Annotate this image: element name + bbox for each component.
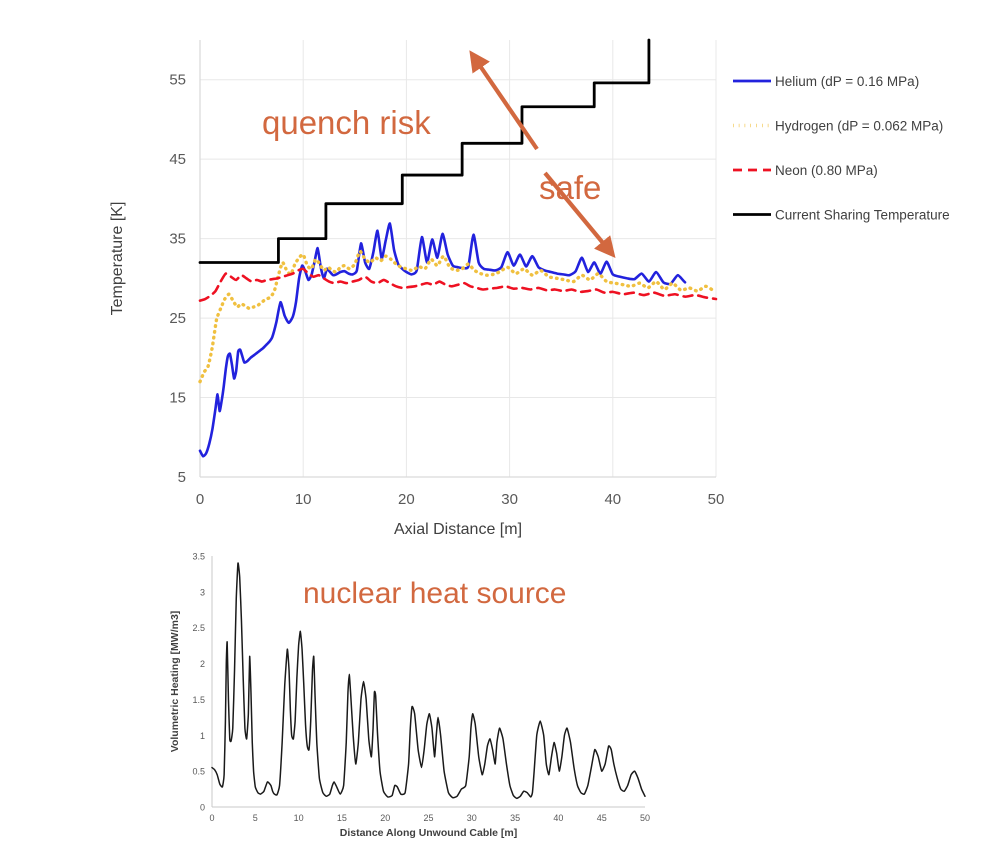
x-axis-tick-label: 10 (294, 813, 304, 823)
x-axis-tick-label: 0 (196, 491, 204, 508)
x-axis-tick-label: 30 (501, 491, 518, 508)
x-axis-title: Axial Distance [m] (394, 521, 522, 538)
temperature-chart: 5 15 25 35 45 55 0 10 20 30 40 50 Axial Distance [m]… (109, 38, 950, 538)
x-axis-tick-label: 15 (337, 813, 347, 823)
annotation-nuclear-heat-source: nuclear heat source (303, 577, 567, 610)
x-axis-title: Distance Along Unwound Cable [m] (340, 827, 518, 839)
legend-label-1: Hydrogen (dP = 0.062 MPa) (775, 119, 943, 134)
x-axis-tick-label: 10 (295, 491, 312, 508)
x-axis-tick-label: 50 (640, 813, 650, 823)
y-axis-tick-label: 0.5 (192, 767, 205, 777)
y-axis-tick-label: 15 (169, 390, 186, 407)
x-axis-tick-label: 30 (467, 813, 477, 823)
annotation-layer: quench risk safe nuclear heat source (262, 50, 616, 610)
annotation-quench-risk: quench risk (262, 104, 431, 141)
y-axis-tick-label: 5 (178, 469, 186, 486)
x-axis-tick-label: 0 (209, 813, 214, 823)
x-axis-tick-label: 20 (380, 813, 390, 823)
y-axis-tick-label: 25 (169, 310, 186, 327)
series-line-2 (198, 267, 718, 302)
x-axis-tick-label: 20 (398, 491, 415, 508)
y-axis-title: Temperature [K] (109, 202, 126, 316)
x-axis-tick-label: 25 (423, 813, 433, 823)
arrow-safe (543, 171, 616, 259)
y-axis-tick-label: 55 (169, 72, 186, 89)
y-axis-tick-label: 1 (200, 731, 205, 741)
x-axis-tick-label: 45 (597, 813, 607, 823)
annotation-safe: safe (539, 169, 601, 206)
legend-label-0: Helium (dP = 0.16 MPa) (775, 74, 919, 89)
y-axis-tick-label: 0 (200, 803, 205, 813)
series-line-1 (198, 249, 718, 384)
x-axis-tick-label: 40 (604, 491, 621, 508)
arrow-quench-risk (469, 50, 539, 151)
y-axis-tick-label: 1.5 (192, 695, 205, 705)
y-axis-tick-label: 3 (200, 587, 205, 597)
volumetric-heating-chart: 0 0.5 1 1.5 2 2.5 3 3.5 0 5 10 15 20 25 30 35 40 45 50 Dist… (169, 552, 650, 840)
series-line-3 (198, 38, 651, 264)
y-axis-tick-label: 45 (169, 151, 186, 168)
series-line-0 (198, 222, 687, 458)
x-axis-tick-label: 5 (253, 813, 258, 823)
x-axis-tick-label: 40 (553, 813, 563, 823)
y-axis-tick-label: 35 (169, 231, 186, 248)
y-axis-tick-label: 2.5 (192, 623, 205, 633)
y-axis-title: Volumetric Heating [MW/m3] (169, 611, 181, 753)
heating-series-line (211, 562, 646, 800)
x-axis-tick-label: 50 (708, 491, 725, 508)
x-axis-tick-label: 35 (510, 813, 520, 823)
y-axis-tick-label: 2 (200, 659, 205, 669)
legend-label-3: Current Sharing Temperature (775, 208, 950, 223)
legend-label-2: Neon (0.80 MPa) (775, 163, 878, 178)
y-axis-tick-label: 3.5 (192, 552, 205, 562)
